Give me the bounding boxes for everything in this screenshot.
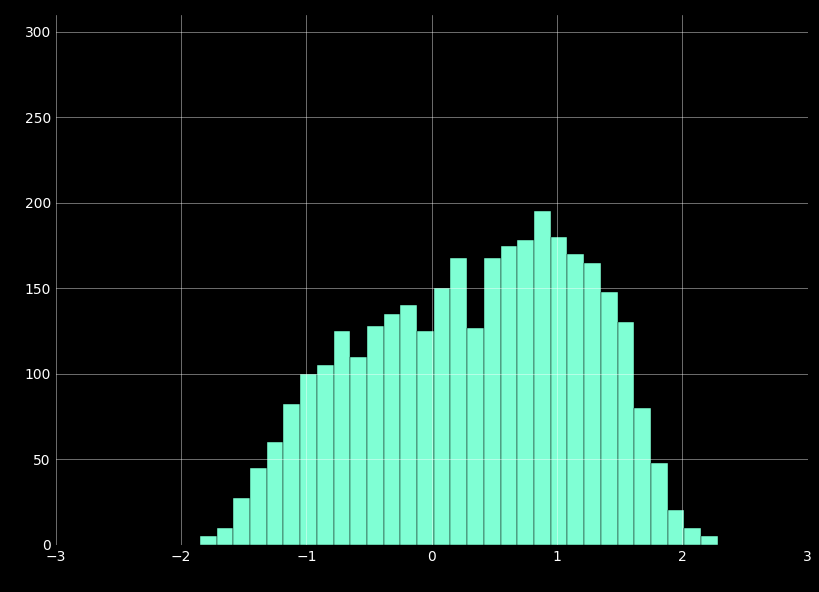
Bar [200,536,216,545]
Bar [550,237,567,545]
Bar [283,404,300,545]
Bar [450,258,467,545]
Bar [366,326,383,545]
Bar [567,254,583,545]
Bar [667,510,684,545]
Bar [266,442,283,545]
Bar [617,323,633,545]
Bar [383,314,400,545]
Bar [350,356,366,545]
Bar [500,246,517,545]
Bar [216,527,233,545]
Bar [250,468,266,545]
Bar [417,331,433,545]
Bar [467,327,483,545]
Bar [433,288,450,545]
Bar [533,211,550,545]
Bar [316,365,333,545]
Bar [633,408,650,545]
Bar [583,263,600,545]
Bar [300,374,316,545]
Bar [517,240,533,545]
Bar [400,305,417,545]
Bar [483,258,500,545]
Bar [700,536,717,545]
Bar [650,462,667,545]
Bar [600,292,617,545]
Bar [684,527,700,545]
Bar [333,331,350,545]
Bar [233,498,250,545]
